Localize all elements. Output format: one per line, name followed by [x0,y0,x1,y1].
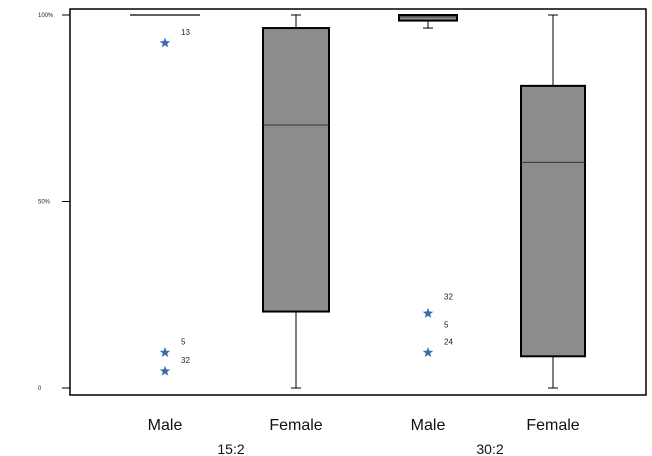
x-category-label: Female [526,417,579,434]
y-tick-label: 50% [38,200,51,206]
outlier-label: 5 [181,338,186,347]
iqr-box [520,84,586,358]
box-series: 13 5 32 32 5 24 [130,14,586,389]
outlier-star [422,347,434,358]
box-2 [262,14,330,389]
outlier-label: 32 [444,292,453,301]
x-category-label: Female [269,417,322,434]
iqr-box [398,14,458,22]
x-category-label: Male [148,417,183,434]
box-4 [520,14,586,389]
iqr-box [262,27,330,313]
outlier-star [159,365,171,376]
x-axis: Male Female Male Female 15:2 30:2 [148,417,580,456]
box-1: 13 5 32 [130,14,200,376]
outlier-label: 32 [181,356,190,365]
box-3: 32 5 24 [398,14,458,358]
y-tick-label: 100% [38,13,54,19]
outlier-star [422,307,434,318]
outlier-star [159,347,171,358]
y-tick-label: 0 [38,386,42,392]
outlier-label: 13 [181,28,190,37]
outlier-label: 24 [444,338,453,347]
outlier-label: 5 [444,320,449,329]
x-group-label: 30:2 [476,441,503,456]
x-group-label: 15:2 [217,441,244,456]
outlier-star [159,37,171,48]
y-axis: 0 50% 100% [38,13,70,392]
x-category-label: Male [411,417,446,434]
